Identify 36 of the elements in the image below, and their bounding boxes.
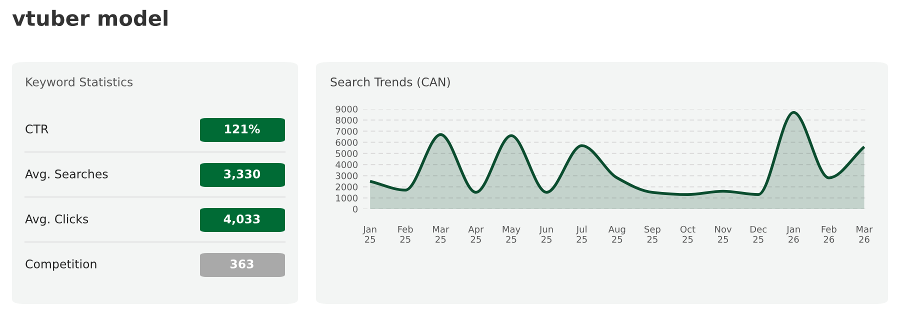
x-tick-label: Jul 25: [576, 226, 587, 243]
category-label: Avg. Clicks: [25, 214, 88, 226]
y-tick-label: 5000: [336, 150, 358, 158]
y-tick-label: 8000: [336, 116, 358, 124]
x-tick-label: Jan 25: [362, 226, 376, 243]
y-tick-label: 9000: [336, 106, 358, 113]
x-tick-label: Aug 25: [608, 226, 626, 243]
y-tick-label: 2000: [336, 184, 358, 190]
y-tick-label: 7000: [336, 128, 358, 135]
x-tick-label: Feb 25: [398, 226, 413, 243]
x-tick-label: May 25: [502, 226, 520, 243]
text: 4,033: [224, 214, 260, 225]
y-tick-label: 4000: [336, 161, 358, 168]
category-label: Competition: [26, 259, 96, 271]
text: 363: [230, 259, 254, 268]
text: 121%: [225, 124, 260, 134]
category-label: Avg. Searches: [25, 169, 108, 181]
x-tick-label: Feb 26: [822, 226, 836, 243]
y-tick-label: 6000: [336, 139, 358, 146]
x-tick-label: Jan 26: [786, 226, 800, 243]
chart-title: Search Trends (CAN): [330, 77, 450, 88]
text: 3,330: [224, 169, 260, 180]
y-tick-label: 1000: [336, 194, 358, 202]
x-tick-label: Mar 26: [856, 226, 873, 243]
x-tick-label: Jun 25: [539, 226, 553, 243]
y-tick-label: 3000: [336, 172, 358, 180]
x-tick-label: Apr 25: [468, 226, 484, 243]
x-tick-label: Mar 25: [433, 226, 450, 243]
category-label: CTR: [26, 124, 48, 134]
y-tick-label: 0: [352, 206, 358, 213]
x-tick-label: Dec 25: [750, 226, 767, 243]
x-tick-label: Nov 25: [715, 226, 732, 243]
text: vtuber model: [12, 10, 168, 26]
x-tick-label: Sep 25: [644, 226, 660, 243]
text: Keyword Statistics: [26, 77, 133, 89]
x-tick-label: Oct 25: [680, 226, 696, 243]
